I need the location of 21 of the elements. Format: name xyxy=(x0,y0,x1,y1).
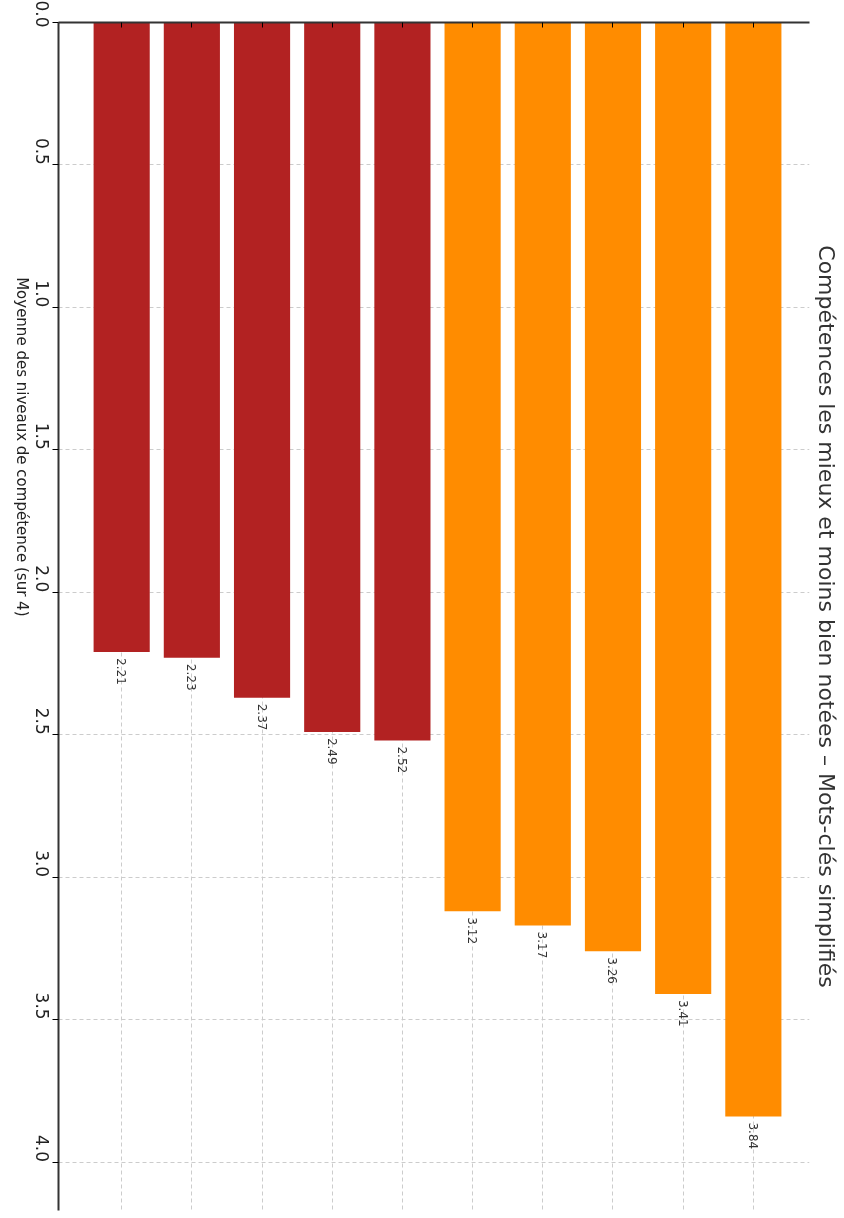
data-label: 2.21 xyxy=(114,658,129,685)
data-label: 3.41 xyxy=(675,999,690,1027)
y-tick-label: 4.0 xyxy=(32,1135,52,1163)
data-label: 3.17 xyxy=(535,931,550,959)
y-tick-label: 0.0 xyxy=(32,0,52,28)
y-tick-label: 3.5 xyxy=(32,992,52,1020)
y-tick-label: 0.5 xyxy=(32,137,52,165)
data-label: 3.26 xyxy=(605,957,620,984)
data-label: 3.84 xyxy=(745,1122,760,1150)
y-axis-title: Moyenne des niveaux de compétence (sur 4) xyxy=(12,277,31,617)
data-label: 2.49 xyxy=(324,737,339,765)
y-tick-label: 1.5 xyxy=(32,422,52,450)
data-label: 2.37 xyxy=(254,703,269,731)
data-label: 2.52 xyxy=(394,746,409,774)
y-tick-label: 3.0 xyxy=(32,850,52,878)
text: Compétences les mieux et moins bien notées – Mots-clés simplifiés xyxy=(813,245,839,988)
data-label: 3.12 xyxy=(465,917,480,945)
y-tick-label: 1.0 xyxy=(32,280,52,308)
data-label: 2.23 xyxy=(184,663,199,691)
y-tick-label: 2.0 xyxy=(32,565,52,593)
y-tick-label: 2.5 xyxy=(32,707,52,735)
